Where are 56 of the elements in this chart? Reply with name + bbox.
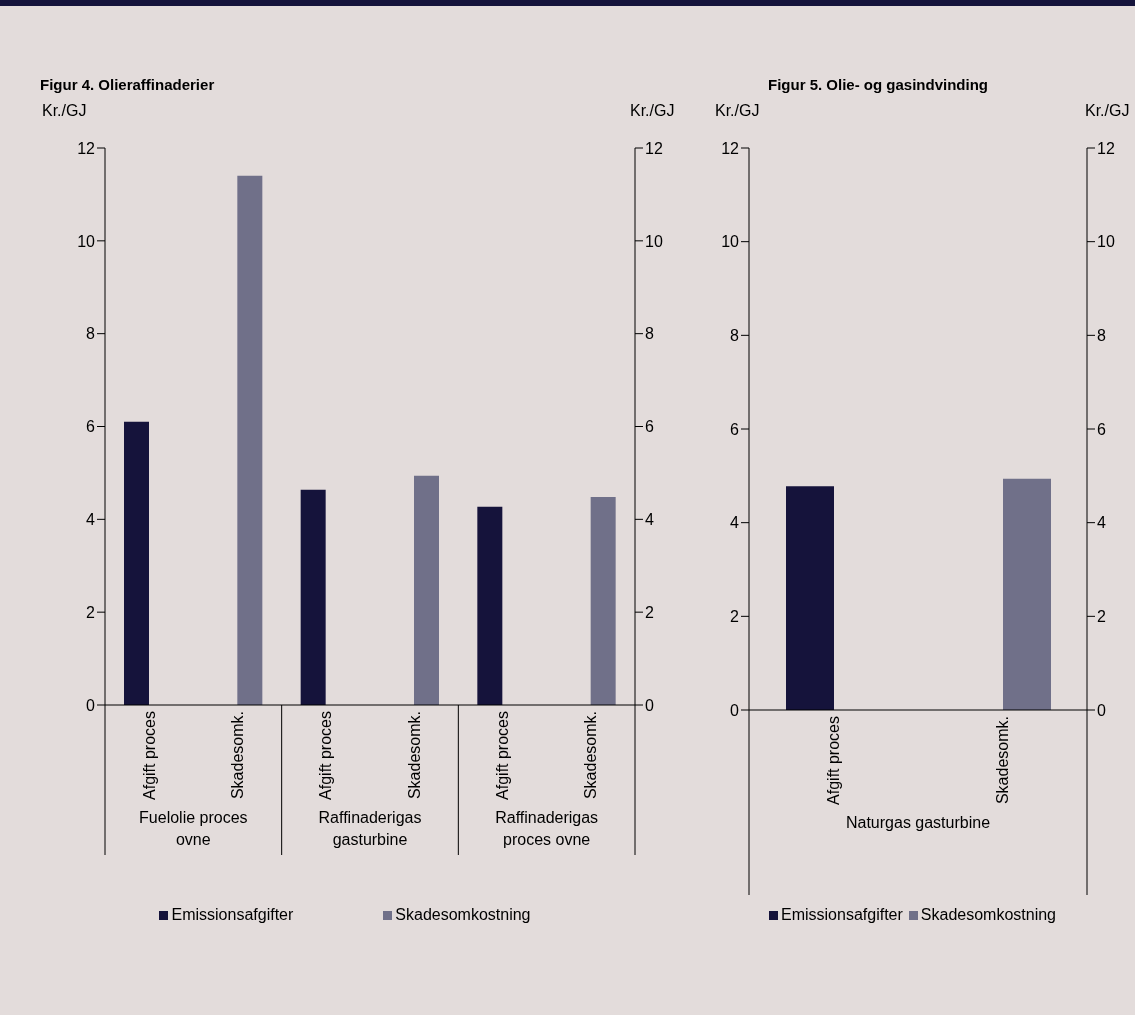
chart-title: Figur 4. Olieraffinaderier: [40, 76, 215, 93]
y2-axis-title: Kr./GJ: [1085, 102, 1130, 120]
y2-tick-label: 6: [645, 418, 654, 436]
y2-tick-label: 8: [1097, 327, 1106, 345]
y-tick-label: 10: [77, 232, 96, 250]
y2-tick-label: 0: [1097, 701, 1106, 719]
text: Raffinaderigas proces ovne: [495, 809, 599, 848]
y-tick-label: 12: [77, 139, 96, 157]
x-tick-label: Skadesomk.: [405, 711, 423, 800]
y2-tick-label: 4: [645, 511, 654, 529]
y-tick-label: 12: [721, 139, 740, 157]
x-tick-label: Skadesomk.: [994, 716, 1011, 805]
y-tick-label: 4: [86, 511, 96, 529]
y-tick-label: 6: [730, 420, 740, 438]
legend-label: Skadesomkostning: [920, 906, 1056, 924]
y2-tick-label: 2: [645, 603, 654, 621]
bar: [477, 506, 503, 705]
text: Naturgas gasturbine: [845, 814, 991, 831]
legend-label: Emissionsafgifter: [171, 906, 294, 924]
y2-tick-label: 10: [645, 232, 663, 250]
y-tick-label: 10: [721, 233, 740, 251]
y2-tick-label: 0: [645, 696, 654, 714]
y2-tick-label: 12: [1097, 139, 1115, 157]
y2-tick-label: 8: [645, 325, 654, 343]
y-axis-title: Kr./GJ: [715, 102, 760, 120]
chart-title: Figur 5. Olie- og gasindvinding: [768, 76, 989, 93]
legend-label: Skadesomkostning: [395, 906, 531, 924]
x-tick-label: Afgift proces: [317, 711, 335, 800]
y-axis-title: Kr./GJ: [42, 102, 87, 120]
y2-tick-label: 2: [1097, 608, 1106, 626]
y-tick-label: 6: [86, 418, 96, 436]
y2-tick-label: 12: [645, 139, 663, 157]
y-tick-label: 8: [86, 325, 96, 343]
y2-axis-title: Kr./GJ: [630, 102, 675, 120]
text: Fuelolie proces ovne: [139, 809, 248, 848]
bar: [414, 475, 439, 705]
y2-tick-label: 10: [1097, 233, 1115, 251]
bar: [300, 489, 326, 705]
y-tick-label: 0: [730, 701, 740, 719]
x-tick-label: Afgift proces: [494, 711, 511, 800]
y-tick-label: 2: [730, 608, 740, 626]
x-tick-label: Afgift proces: [140, 711, 158, 800]
bar: [590, 497, 616, 705]
bar: [124, 421, 149, 705]
x-tick-label: Afgift proces: [825, 716, 842, 805]
x-tick-label: Skadesomk.: [229, 711, 246, 800]
bar: [237, 175, 263, 705]
y-tick-label: 0: [86, 696, 96, 714]
y-tick-label: 4: [730, 514, 740, 532]
legend-label: Emissionsafgifter: [780, 906, 903, 924]
text: Raffinaderigas gasturbine: [318, 809, 422, 848]
y-tick-label: 8: [730, 327, 740, 345]
y2-tick-label: 6: [1097, 420, 1106, 438]
x-tick-label: Skadesomk.: [582, 711, 600, 800]
y2-tick-label: 4: [1097, 514, 1106, 532]
y-tick-label: 2: [86, 603, 96, 621]
